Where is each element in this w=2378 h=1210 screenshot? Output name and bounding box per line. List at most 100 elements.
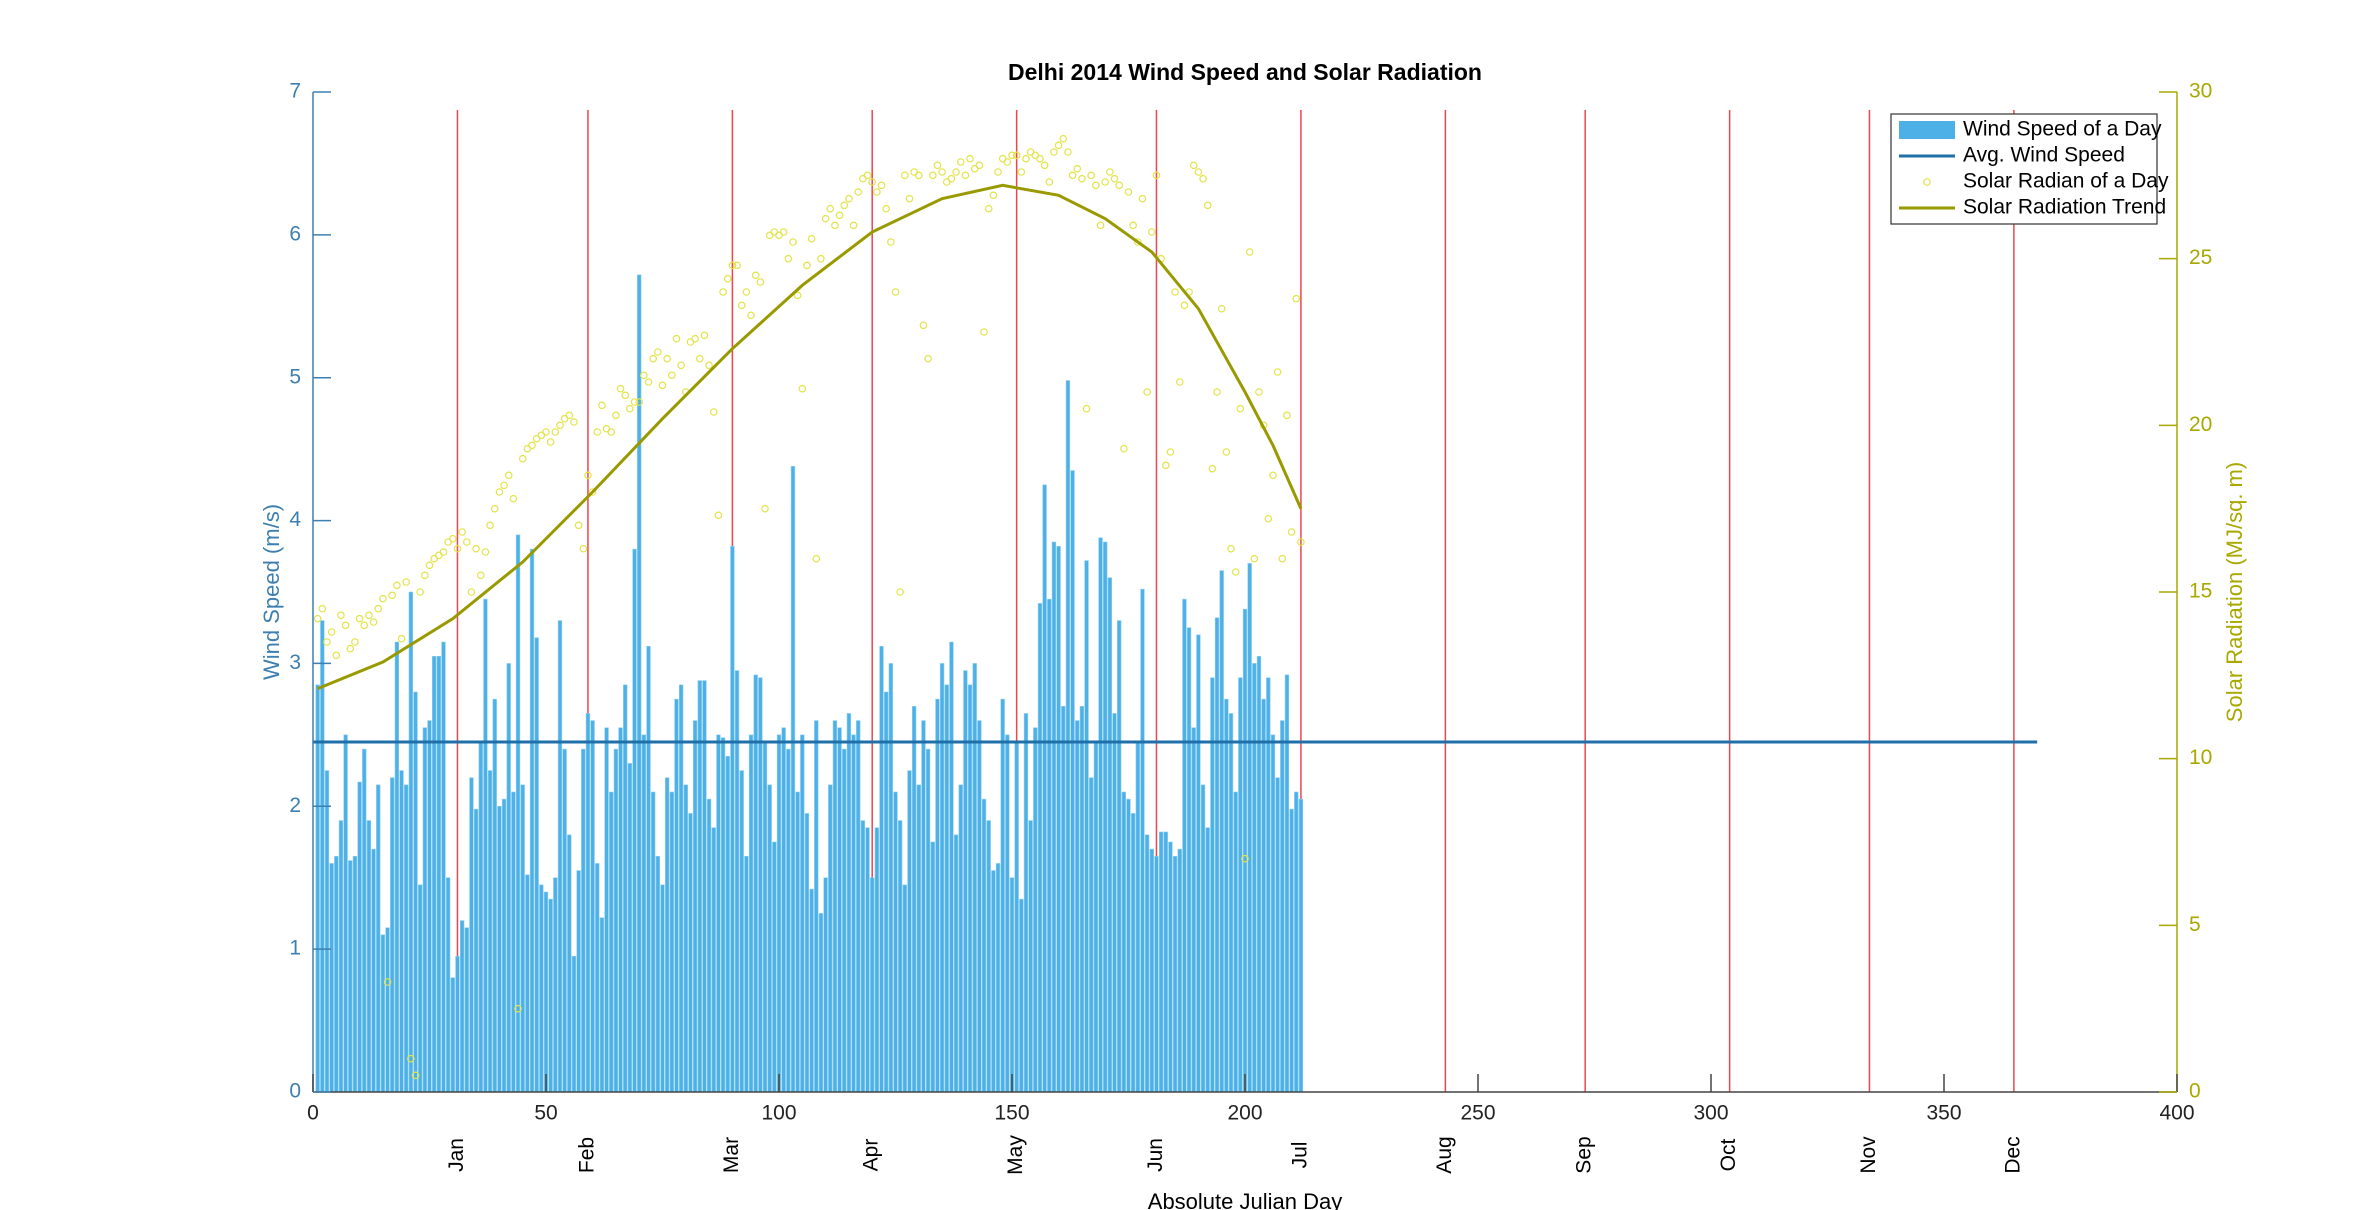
solar-point (1045, 178, 1054, 186)
solar-point (994, 168, 1002, 176)
solar-point (635, 398, 644, 406)
bar (609, 791, 614, 1093)
solar-point (453, 544, 462, 553)
bar (730, 545, 735, 1093)
bar (534, 637, 539, 1093)
bar (1233, 791, 1238, 1093)
solar-point (1278, 554, 1287, 563)
bar (1158, 831, 1164, 1093)
bar (734, 670, 740, 1093)
bar (1023, 713, 1029, 1093)
bar (1256, 655, 1262, 1093)
solar-point (924, 354, 932, 363)
bar (338, 820, 344, 1093)
solar-point (835, 211, 844, 220)
bar (1275, 777, 1280, 1093)
solar-point (1064, 148, 1072, 156)
bar (385, 927, 390, 1093)
month-label: Sep (1573, 1136, 1596, 1173)
solar-point (975, 161, 984, 170)
solar-point (1255, 388, 1263, 396)
bar (459, 920, 465, 1093)
solar-point (612, 411, 620, 420)
bar (376, 784, 381, 1093)
bar (1270, 734, 1276, 1093)
bar (1289, 808, 1294, 1093)
solar-point (388, 591, 397, 600)
bar (1093, 741, 1099, 1093)
solar-point (737, 301, 746, 310)
solar-point (677, 361, 685, 370)
solar-point (826, 204, 835, 213)
bar (627, 763, 633, 1093)
y-tick-label: 4 (289, 508, 301, 531)
bar (515, 534, 521, 1093)
solar-point (700, 331, 709, 340)
solar-point (1092, 181, 1100, 190)
bar (1228, 713, 1234, 1093)
solar-point (1283, 411, 1291, 420)
legend-label: Wind Speed of a Day (1963, 118, 2162, 141)
solar-point (1203, 201, 1212, 210)
line (317, 183, 1303, 691)
bar (1051, 541, 1057, 1093)
solar-point (845, 194, 853, 203)
solar-point (1054, 141, 1063, 150)
solar-point (551, 428, 560, 436)
solar-point (1148, 228, 1156, 236)
bar (916, 784, 921, 1093)
solar-point (747, 311, 755, 320)
bar (599, 917, 605, 1093)
solar-point (1078, 174, 1086, 183)
solar-point (500, 481, 508, 490)
bar (809, 888, 814, 1093)
bar (413, 691, 418, 1093)
bar (543, 891, 549, 1093)
solar-point (723, 274, 732, 283)
solar-point (1231, 568, 1240, 576)
solar-point (481, 548, 490, 556)
bar (1219, 570, 1224, 1093)
solar-point (784, 254, 793, 263)
bar (1000, 698, 1005, 1093)
solar-point (947, 174, 956, 183)
solar-point (695, 354, 704, 363)
bar (897, 820, 903, 1093)
bar (1061, 705, 1066, 1093)
bar (492, 698, 497, 1093)
bar (711, 827, 716, 1093)
bar (315, 684, 320, 1093)
month-label: Oct (1717, 1139, 1740, 1172)
bar (380, 934, 386, 1093)
bar (431, 655, 437, 1093)
bar (1284, 674, 1290, 1093)
x-tick-label: 250 (1460, 1102, 1495, 1125)
bar (1005, 734, 1010, 1093)
solar-point (1082, 404, 1091, 413)
solar-point (863, 171, 872, 180)
month-label: Jan (445, 1138, 468, 1172)
solar-point (873, 188, 881, 196)
solar-point (1008, 151, 1016, 160)
solar-point (1101, 178, 1110, 186)
bar (935, 698, 940, 1093)
solar-point (649, 354, 657, 363)
bar (1140, 588, 1145, 1093)
solar-point (369, 618, 378, 626)
solar-point (476, 571, 485, 580)
bar (720, 737, 726, 1093)
bar (646, 645, 651, 1093)
solar-point (337, 611, 345, 620)
bar (795, 791, 800, 1093)
solar-point (891, 288, 900, 296)
bar (1126, 798, 1131, 1093)
x-tick-label: 0 (307, 1102, 319, 1125)
bar (1261, 698, 1266, 1093)
solar-point (1129, 221, 1137, 230)
bar (576, 870, 581, 1093)
bar (716, 734, 721, 1093)
bar (506, 663, 511, 1093)
solar-point (1022, 154, 1030, 163)
solar-point (621, 391, 630, 400)
